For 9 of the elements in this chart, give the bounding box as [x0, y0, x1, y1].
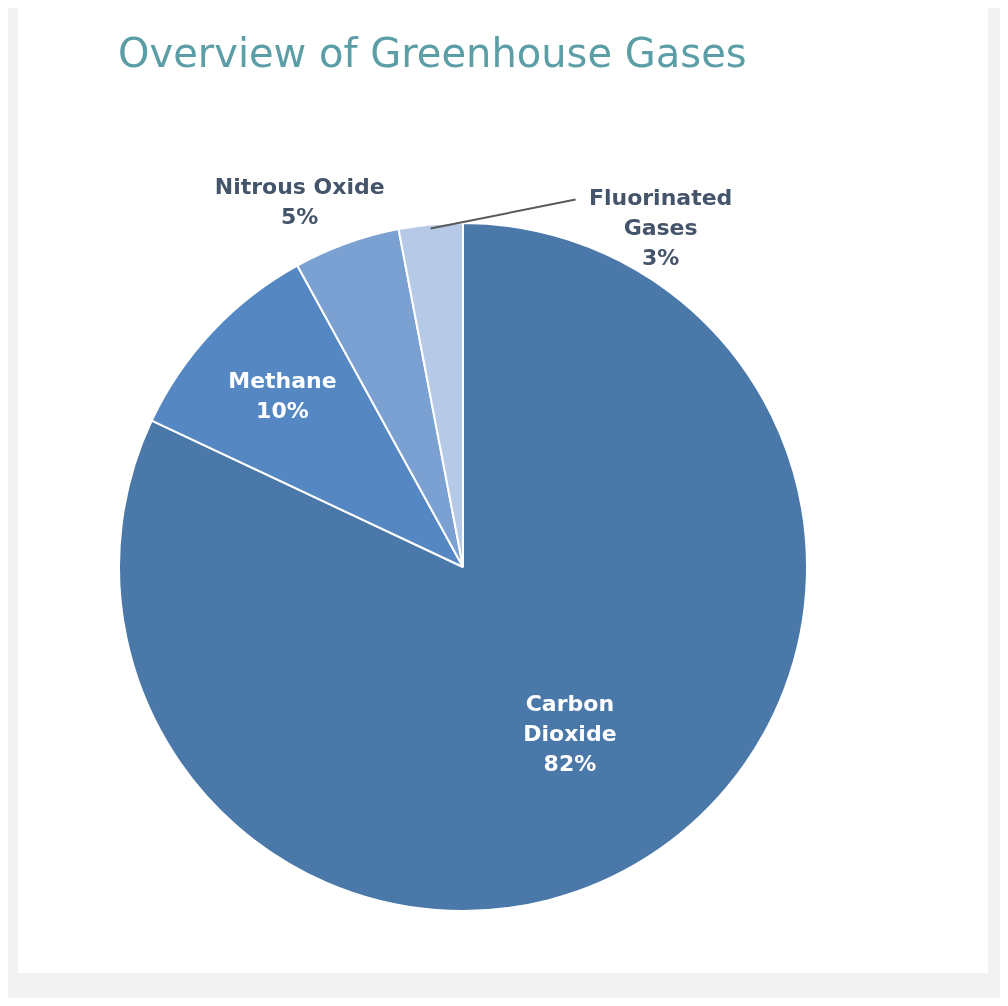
- slice-label: Methane: [228, 368, 337, 394]
- slice-label: Carbon Dioxide: [523, 691, 617, 747]
- data-label: 82%: [543, 751, 597, 777]
- slice-label: Nitrous Oxide: [214, 174, 385, 200]
- data-label: 3%: [641, 245, 680, 271]
- chart-title: Overview of Greenhouse Gases: [118, 30, 747, 77]
- data-label: 10%: [256, 398, 309, 424]
- data-label: 5%: [281, 204, 319, 230]
- slice-label: Fluorinated Gases: [588, 185, 733, 241]
